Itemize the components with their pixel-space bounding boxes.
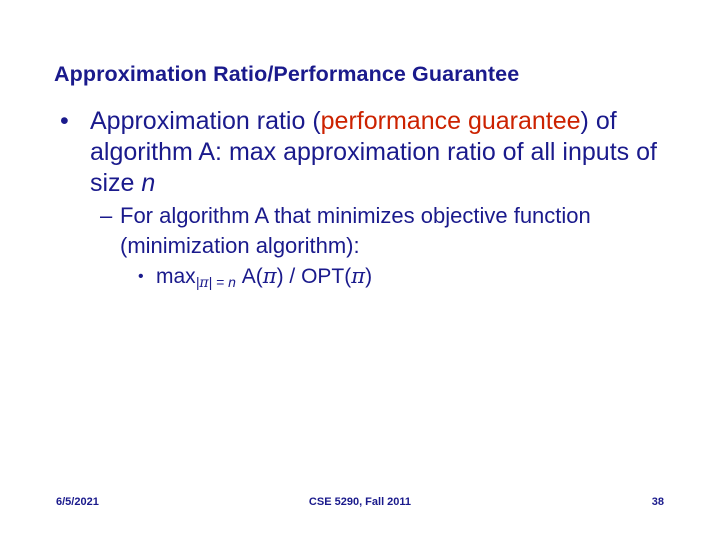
level3-expr-end: ) <box>365 265 373 288</box>
bullet-level-1: • Approximation ratio (performance guara… <box>38 106 698 199</box>
level1-text-before: Approximation ratio ( <box>90 107 321 135</box>
level3-expr-mid: ) / OPT( <box>276 265 352 288</box>
footer-page-number: 38 <box>651 496 664 508</box>
footer-date: 6/5/2021 <box>56 496 99 508</box>
subscript-middle: | = <box>208 274 229 290</box>
subscript-pi-symbol: π <box>199 275 209 291</box>
slide-body: • Approximation ratio (performance guara… <box>38 106 698 294</box>
level3-max-label: max <box>156 265 196 288</box>
sub-bullet-glyph-icon: • <box>138 268 144 285</box>
bullet-level-3: • max|π| = n A(π) / OPT(π) <box>38 262 698 294</box>
level1-italic-tail: n <box>141 169 156 197</box>
level1-text-after: ) of algorithm A: max approximation rati… <box>90 107 657 197</box>
slide-footer: 6/5/2021 CSE 5290, Fall 2011 38 <box>0 496 720 514</box>
page-title: Approximation Ratio/Performance Guarante… <box>54 62 520 86</box>
level3-pi-2-symbol: π <box>351 264 366 288</box>
level2-text: For algorithm A that minimizes objective… <box>120 203 591 258</box>
level3-subscript: |π| = n <box>195 274 236 291</box>
footer-course: CSE 5290, Fall 2011 <box>308 496 412 508</box>
level3-pi-1-symbol: π <box>262 264 277 288</box>
subscript-suffix: n <box>228 274 236 290</box>
bullet-glyph-icon: • <box>60 107 69 135</box>
subscript-prefix: | <box>195 274 200 290</box>
dash-glyph-icon: – <box>100 203 113 228</box>
level1-highlight: performance guarantee <box>320 107 581 135</box>
level3-expr-a: A( <box>241 265 263 288</box>
bullet-level-2: – For algorithm A that minimizes objecti… <box>38 201 698 261</box>
